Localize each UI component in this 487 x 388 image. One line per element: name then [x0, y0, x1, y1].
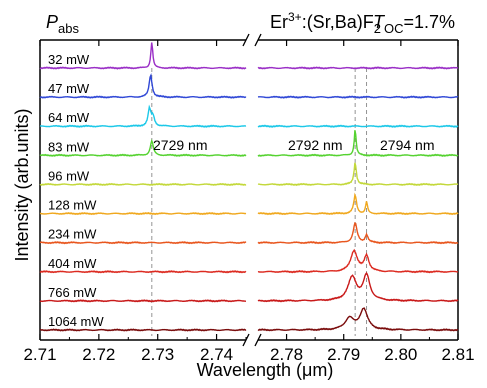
axis-break-mark — [242, 33, 250, 47]
spectrum-line — [39, 307, 459, 332]
title-crystal: Er3+:(Sr,Ba)F2 — [270, 10, 381, 36]
spectrum-line — [39, 192, 459, 216]
title-p-abs: Pabs — [46, 12, 79, 36]
series-label: 47 mW — [48, 81, 90, 96]
series-label: 128 mW — [48, 198, 97, 213]
x-tick-label: 2.79 — [327, 345, 360, 364]
axis-break-mark — [254, 333, 262, 347]
x-tick-label: 2.73 — [141, 345, 174, 364]
annotation-2792: 2792 nm — [288, 137, 342, 153]
spectrum-line — [39, 130, 459, 157]
x-tick-label: 2.74 — [200, 345, 233, 364]
series-label: 766 mW — [48, 285, 97, 300]
y-axis-label: Intensity (arb.units) — [12, 108, 32, 261]
title-toc: TOC=1.7% — [373, 12, 455, 36]
series-label: 234 mW — [48, 227, 97, 242]
spectrum-line — [39, 104, 459, 128]
annotation-2794: 2794 nm — [380, 137, 434, 153]
spectrum-line — [39, 271, 459, 303]
x-tick-label: 2.80 — [384, 345, 417, 364]
spectrum-line — [39, 42, 459, 70]
series-label: 404 mW — [48, 256, 97, 271]
x-tick-label: 2.81 — [441, 345, 474, 364]
annotation-2729: 2729 nm — [153, 137, 207, 153]
series-label: 1064 mW — [48, 314, 104, 329]
spectrum-line — [39, 72, 459, 99]
spectrum-line — [39, 162, 459, 187]
axis-break-mark — [254, 33, 262, 47]
x-axis-label: Wavelength (μm) — [197, 360, 334, 380]
x-tick-label: 2.72 — [82, 345, 115, 364]
spectrum-line — [39, 222, 459, 245]
series-label: 32 mW — [48, 52, 90, 67]
x-tick-label: 2.78 — [270, 345, 303, 364]
series-label: 96 mW — [48, 168, 90, 183]
spectrum-line — [39, 248, 459, 274]
series-label: 64 mW — [48, 110, 90, 125]
x-tick-label: 2.71 — [23, 345, 56, 364]
series-label: 83 mW — [48, 139, 90, 154]
